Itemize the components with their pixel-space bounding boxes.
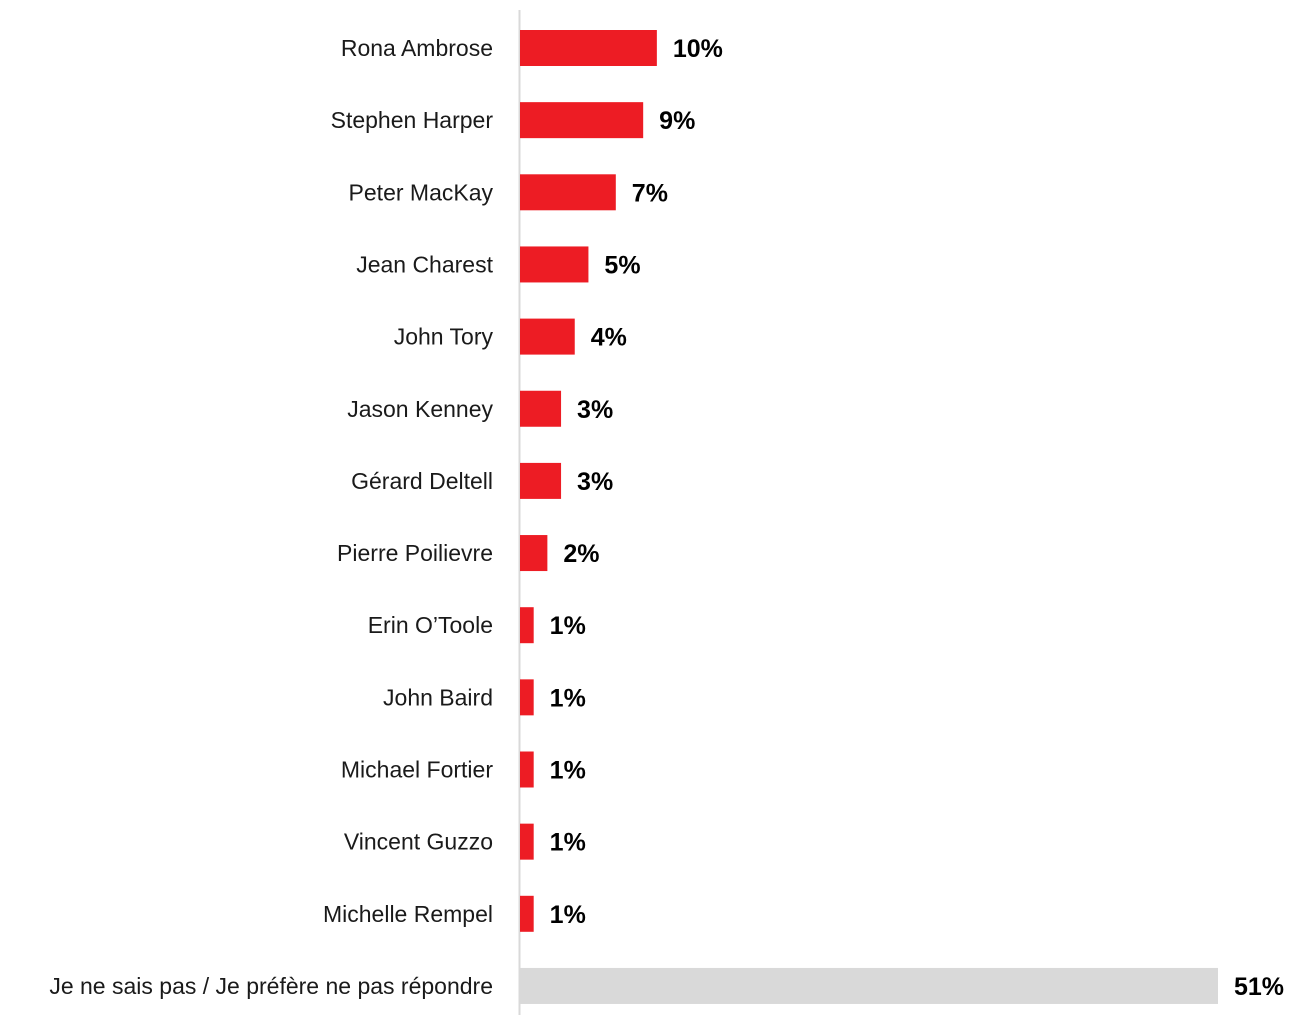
bar xyxy=(520,752,534,788)
category-label: Stephen Harper xyxy=(331,107,494,133)
category-label: Michael Fortier xyxy=(341,757,493,783)
category-label: Jean Charest xyxy=(356,251,493,277)
bar xyxy=(520,679,534,715)
bar xyxy=(520,463,561,499)
bar xyxy=(520,102,643,138)
bar xyxy=(520,896,534,932)
bar xyxy=(520,824,534,860)
data-label: 7% xyxy=(632,179,668,207)
category-label: Pierre Poilievre xyxy=(337,540,493,566)
data-label: 10% xyxy=(673,35,723,63)
bar xyxy=(520,319,575,355)
bar xyxy=(520,174,616,210)
data-label: 5% xyxy=(604,251,640,279)
data-label: 1% xyxy=(550,684,586,712)
data-label: 1% xyxy=(550,829,586,857)
bar xyxy=(520,30,657,66)
category-label: Peter MacKay xyxy=(349,179,494,205)
bar xyxy=(520,535,547,571)
category-label: Erin O’Toole xyxy=(368,612,493,638)
data-label: 2% xyxy=(563,540,599,568)
category-label: Gérard Deltell xyxy=(351,468,493,494)
data-label: 1% xyxy=(550,901,586,929)
category-label: Vincent Guzzo xyxy=(344,829,493,855)
bar xyxy=(520,391,561,427)
data-label: 3% xyxy=(577,468,613,496)
data-label: 3% xyxy=(577,396,613,424)
data-label: 1% xyxy=(550,757,586,785)
category-label: Michelle Rempel xyxy=(323,901,493,927)
data-label: 51% xyxy=(1234,973,1284,1001)
category-label: Jason Kenney xyxy=(347,396,493,422)
bar xyxy=(520,968,1218,1004)
bar xyxy=(520,246,588,282)
data-label: 4% xyxy=(591,324,627,352)
category-label: John Baird xyxy=(383,684,493,710)
category-label: Rona Ambrose xyxy=(341,35,493,61)
data-label: 1% xyxy=(550,612,586,640)
bars-group: Rona Ambrose 10% Stephen Harper 9% Peter Mac… xyxy=(49,30,1284,1004)
category-label: Je ne sais pas / Je préfère ne pas répon… xyxy=(49,973,493,999)
category-label: John Tory xyxy=(394,324,494,350)
bar xyxy=(520,607,534,643)
data-label: 9% xyxy=(659,107,695,135)
